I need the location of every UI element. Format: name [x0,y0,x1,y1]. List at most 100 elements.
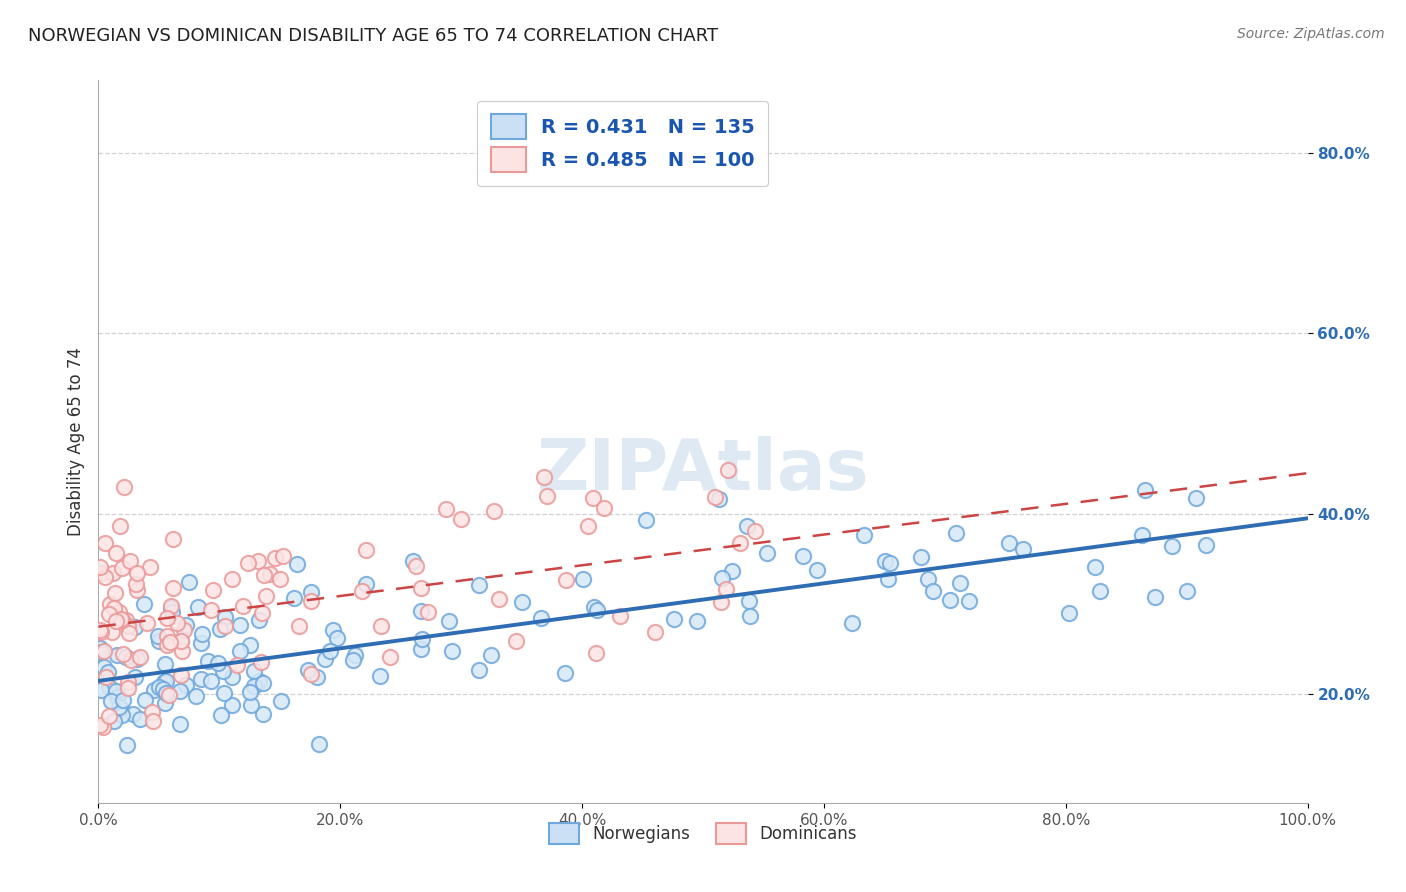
Point [253,568,276,582]
Point [728,536,751,550]
Point [184,689,207,703]
Point [105,684,128,698]
Point [450,512,472,526]
Point [98,708,121,723]
Point [922,583,945,598]
Point [686,614,709,628]
Point [259,566,281,581]
Point [479,648,502,662]
Point [200,674,222,689]
Point [714,582,737,596]
Point [434,502,457,516]
Point [792,549,814,563]
Point [582,599,605,614]
Legend: Norwegians, Dominicans: Norwegians, Dominicans [541,814,865,852]
Point [209,707,232,722]
Point [998,535,1021,549]
Point [582,491,605,506]
Point [873,554,896,568]
Point [134,598,156,612]
Point [411,641,433,656]
Point [190,636,212,650]
Point [252,676,274,690]
Point [939,593,962,607]
Point [405,559,427,574]
Point [342,653,364,667]
Point [879,557,901,571]
Point [153,657,176,672]
Point [94,570,117,584]
Point [142,714,165,728]
Point [98,597,121,611]
Point [756,546,779,560]
Point [271,549,294,563]
Point [314,652,336,666]
Point [957,593,980,607]
Point [157,688,180,702]
Point [468,577,491,591]
Point [94,536,117,550]
Point [1088,584,1111,599]
Point [236,556,259,570]
Point [129,712,152,726]
Point [103,714,125,728]
Point [270,693,292,707]
Point [170,643,193,657]
Point [437,614,460,628]
Point [283,591,305,605]
Point [354,576,377,591]
Point [299,666,322,681]
Point [117,619,139,633]
Point [155,686,177,700]
Point [917,572,939,586]
Point [806,563,828,577]
Point [554,665,576,680]
Point [418,605,440,619]
Point [299,585,322,599]
Point [468,663,491,677]
Point [105,648,128,662]
Point [124,620,146,634]
Point [1160,539,1182,553]
Point [93,644,115,658]
Point [89,624,111,638]
Point [155,674,177,689]
Point [169,684,191,698]
Point [221,670,243,684]
Point [112,480,135,494]
Point [90,625,112,640]
Text: NORWEGIAN VS DOMINICAN DISABILITY AGE 65 TO 74 CORRELATION CHART: NORWEGIAN VS DOMINICAN DISABILITY AGE 65… [28,27,718,45]
Point [214,686,236,700]
Point [744,524,766,538]
Point [949,576,972,591]
Point [247,674,270,689]
Point [197,654,219,668]
Point [533,469,555,483]
Point [1012,541,1035,556]
Point [138,560,160,574]
Point [350,584,373,599]
Point [156,638,179,652]
Point [287,619,309,633]
Point [162,533,184,547]
Point [264,550,287,565]
Point [114,649,136,664]
Point [738,594,761,608]
Point [97,665,120,679]
Point [89,718,111,732]
Point [190,627,212,641]
Point [202,583,225,598]
Point [441,644,464,658]
Point [841,616,863,631]
Point [704,491,727,505]
Point [1144,590,1167,604]
Point [111,613,134,627]
Point [571,572,593,586]
Point [411,582,433,596]
Text: Source: ZipAtlas.com: Source: ZipAtlas.com [1237,27,1385,41]
Point [107,605,129,619]
Point [179,575,201,590]
Point [134,692,156,706]
Point [221,698,243,712]
Point [111,561,134,575]
